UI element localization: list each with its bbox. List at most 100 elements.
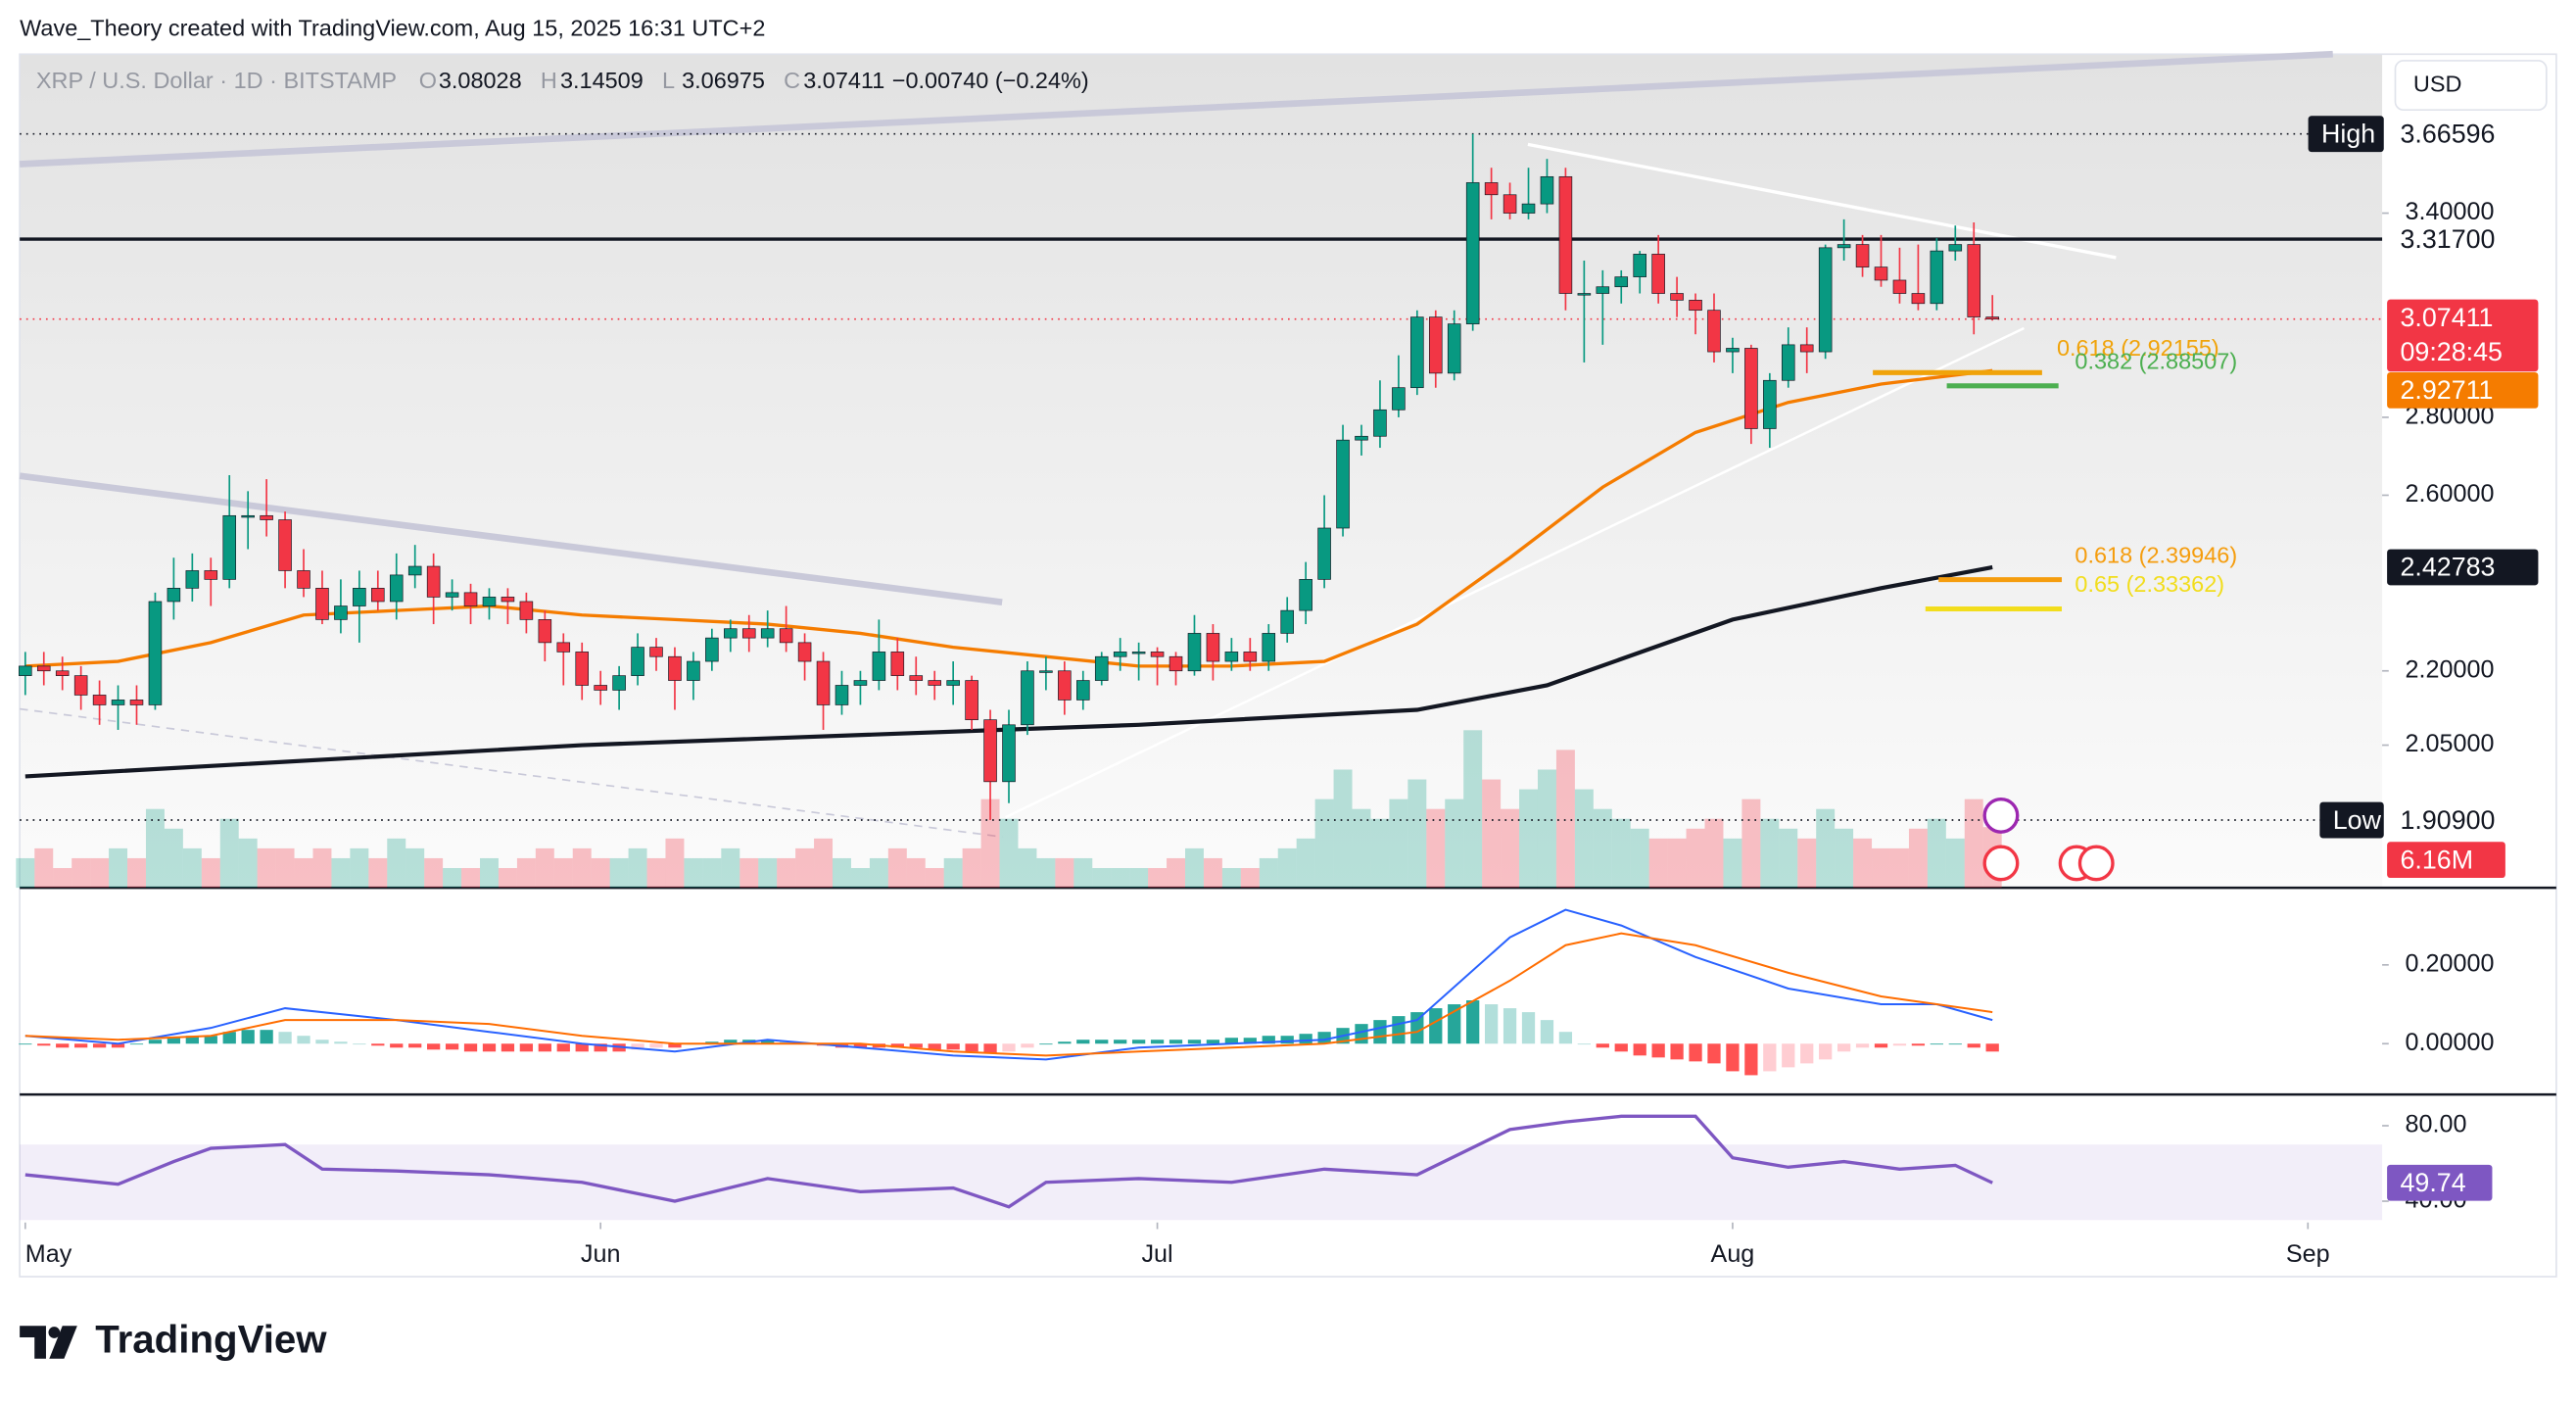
macd-histogram-bar [463, 1043, 478, 1052]
currency[interactable]: USD [2413, 71, 2462, 96]
candle-body [389, 574, 404, 603]
candle-body [1410, 316, 1424, 389]
macd-histogram-bar [1800, 1043, 1814, 1064]
candle-body [167, 588, 181, 603]
candle-body [482, 597, 497, 606]
macd-histogram-bar [1243, 1038, 1257, 1044]
candle-body [1392, 387, 1406, 411]
candle-body [36, 665, 51, 672]
macd-histogram-bar [1874, 1043, 1888, 1048]
macd-histogram-bar [501, 1043, 515, 1052]
volume-bar [1908, 828, 1928, 889]
macd-histogram-bar [909, 1043, 923, 1048]
volume-bar [1370, 818, 1390, 889]
macd-histogram-bar [1596, 1043, 1609, 1048]
candle-body [890, 652, 905, 676]
macd-histogram-bar [111, 1043, 125, 1048]
candle-body [297, 570, 310, 589]
volume-bar [1426, 808, 1446, 889]
candle-body [1317, 527, 1331, 580]
volume-bar [182, 847, 202, 889]
macd-histogram-bar [556, 1043, 570, 1052]
symbol: XRP / U.S. Dollar · 1D · BITSTAMP [36, 68, 397, 93]
volume-bar [127, 857, 146, 889]
macd-histogram-bar [37, 1043, 51, 1046]
candle-body [779, 628, 793, 644]
macd-histogram-bar [1058, 1041, 1072, 1044]
macd-histogram-bar [1558, 1032, 1573, 1044]
volume-bar [1445, 798, 1464, 889]
volume-bar [1463, 730, 1483, 889]
volume-bar [1927, 818, 1946, 889]
macd-histogram-bar [408, 1043, 422, 1048]
macd-histogram-bar [1521, 1012, 1536, 1044]
event-icon[interactable] [1982, 797, 2020, 834]
volume-bar [238, 838, 258, 889]
volume-bar [1741, 798, 1761, 889]
last-price-box [2387, 299, 2539, 372]
volume-bar [721, 847, 740, 889]
volume-bar [424, 857, 444, 889]
macd-histogram-bar [1930, 1043, 1943, 1045]
candle-body [594, 685, 607, 691]
macd-histogram-bar [1448, 1004, 1461, 1044]
y-tick-label: 3.40000 [2406, 198, 2495, 225]
low-label-box [2319, 801, 2384, 839]
volume-bar [90, 857, 110, 889]
candle-body [631, 647, 644, 676]
volume-bar [1667, 838, 1687, 889]
volume-bar [1797, 838, 1817, 889]
volume-bar [461, 867, 481, 889]
credit: Wave_Theory created with TradingView.com… [20, 15, 765, 40]
ohlc-key: O [419, 68, 437, 93]
macd-histogram-bar [594, 1043, 607, 1052]
ma50-value: 2.92711 [2401, 375, 2494, 405]
x-tick-label: May [25, 1240, 72, 1268]
event-icon[interactable] [1982, 845, 2020, 882]
ohlc-value: 3.06975 [682, 68, 765, 93]
macd-histogram-bar [204, 1036, 217, 1044]
ohlc-key: L [662, 68, 675, 93]
channel-line [19, 50, 2333, 168]
candle-body [1484, 182, 1499, 196]
candle-body [315, 588, 329, 620]
volume-bar [591, 857, 610, 889]
candle-body [1689, 300, 1702, 312]
volume-bar [350, 847, 369, 889]
fib-label: 0.618 (2.92155) [2057, 335, 2219, 361]
currency-button[interactable] [2394, 60, 2548, 112]
candle-body [334, 605, 348, 620]
candle-body [371, 588, 385, 603]
fib-label: 0.65 (2.33362) [2075, 571, 2224, 597]
macd-histogram-bar [761, 1040, 775, 1044]
candle-body [185, 570, 200, 589]
candle-body [92, 695, 107, 705]
candle-body [204, 570, 218, 580]
macd-histogram-bar [148, 1040, 163, 1044]
macd-histogram-bar [1206, 1040, 1220, 1044]
candle-body [1892, 279, 1907, 294]
ma200-value-box [2387, 549, 2539, 586]
candle-body [668, 655, 682, 681]
event-icon[interactable] [2077, 845, 2115, 882]
candle-body [1336, 439, 1350, 529]
triangle-line [1004, 326, 2025, 819]
macd-histogram-bar [1892, 1043, 1907, 1046]
volume-bar [1872, 847, 1890, 889]
macd-histogram-bar [74, 1043, 88, 1048]
volume-bar [925, 867, 944, 889]
volume-bar [535, 847, 554, 889]
volume-bar [368, 857, 388, 889]
y-tick-label: 2.60000 [2406, 480, 2495, 508]
volume-bar [387, 838, 406, 889]
volume-bar [777, 857, 796, 889]
candle-body [1874, 266, 1888, 281]
volume-bar [1648, 838, 1668, 889]
volume-bar [1835, 828, 1854, 889]
candle-body [55, 670, 70, 676]
macd-histogram-bar [1187, 1040, 1202, 1044]
macd-histogram-bar [1299, 1034, 1312, 1044]
volume-bar [145, 808, 165, 889]
candle-body [575, 652, 589, 686]
volume-bar [1389, 798, 1408, 889]
